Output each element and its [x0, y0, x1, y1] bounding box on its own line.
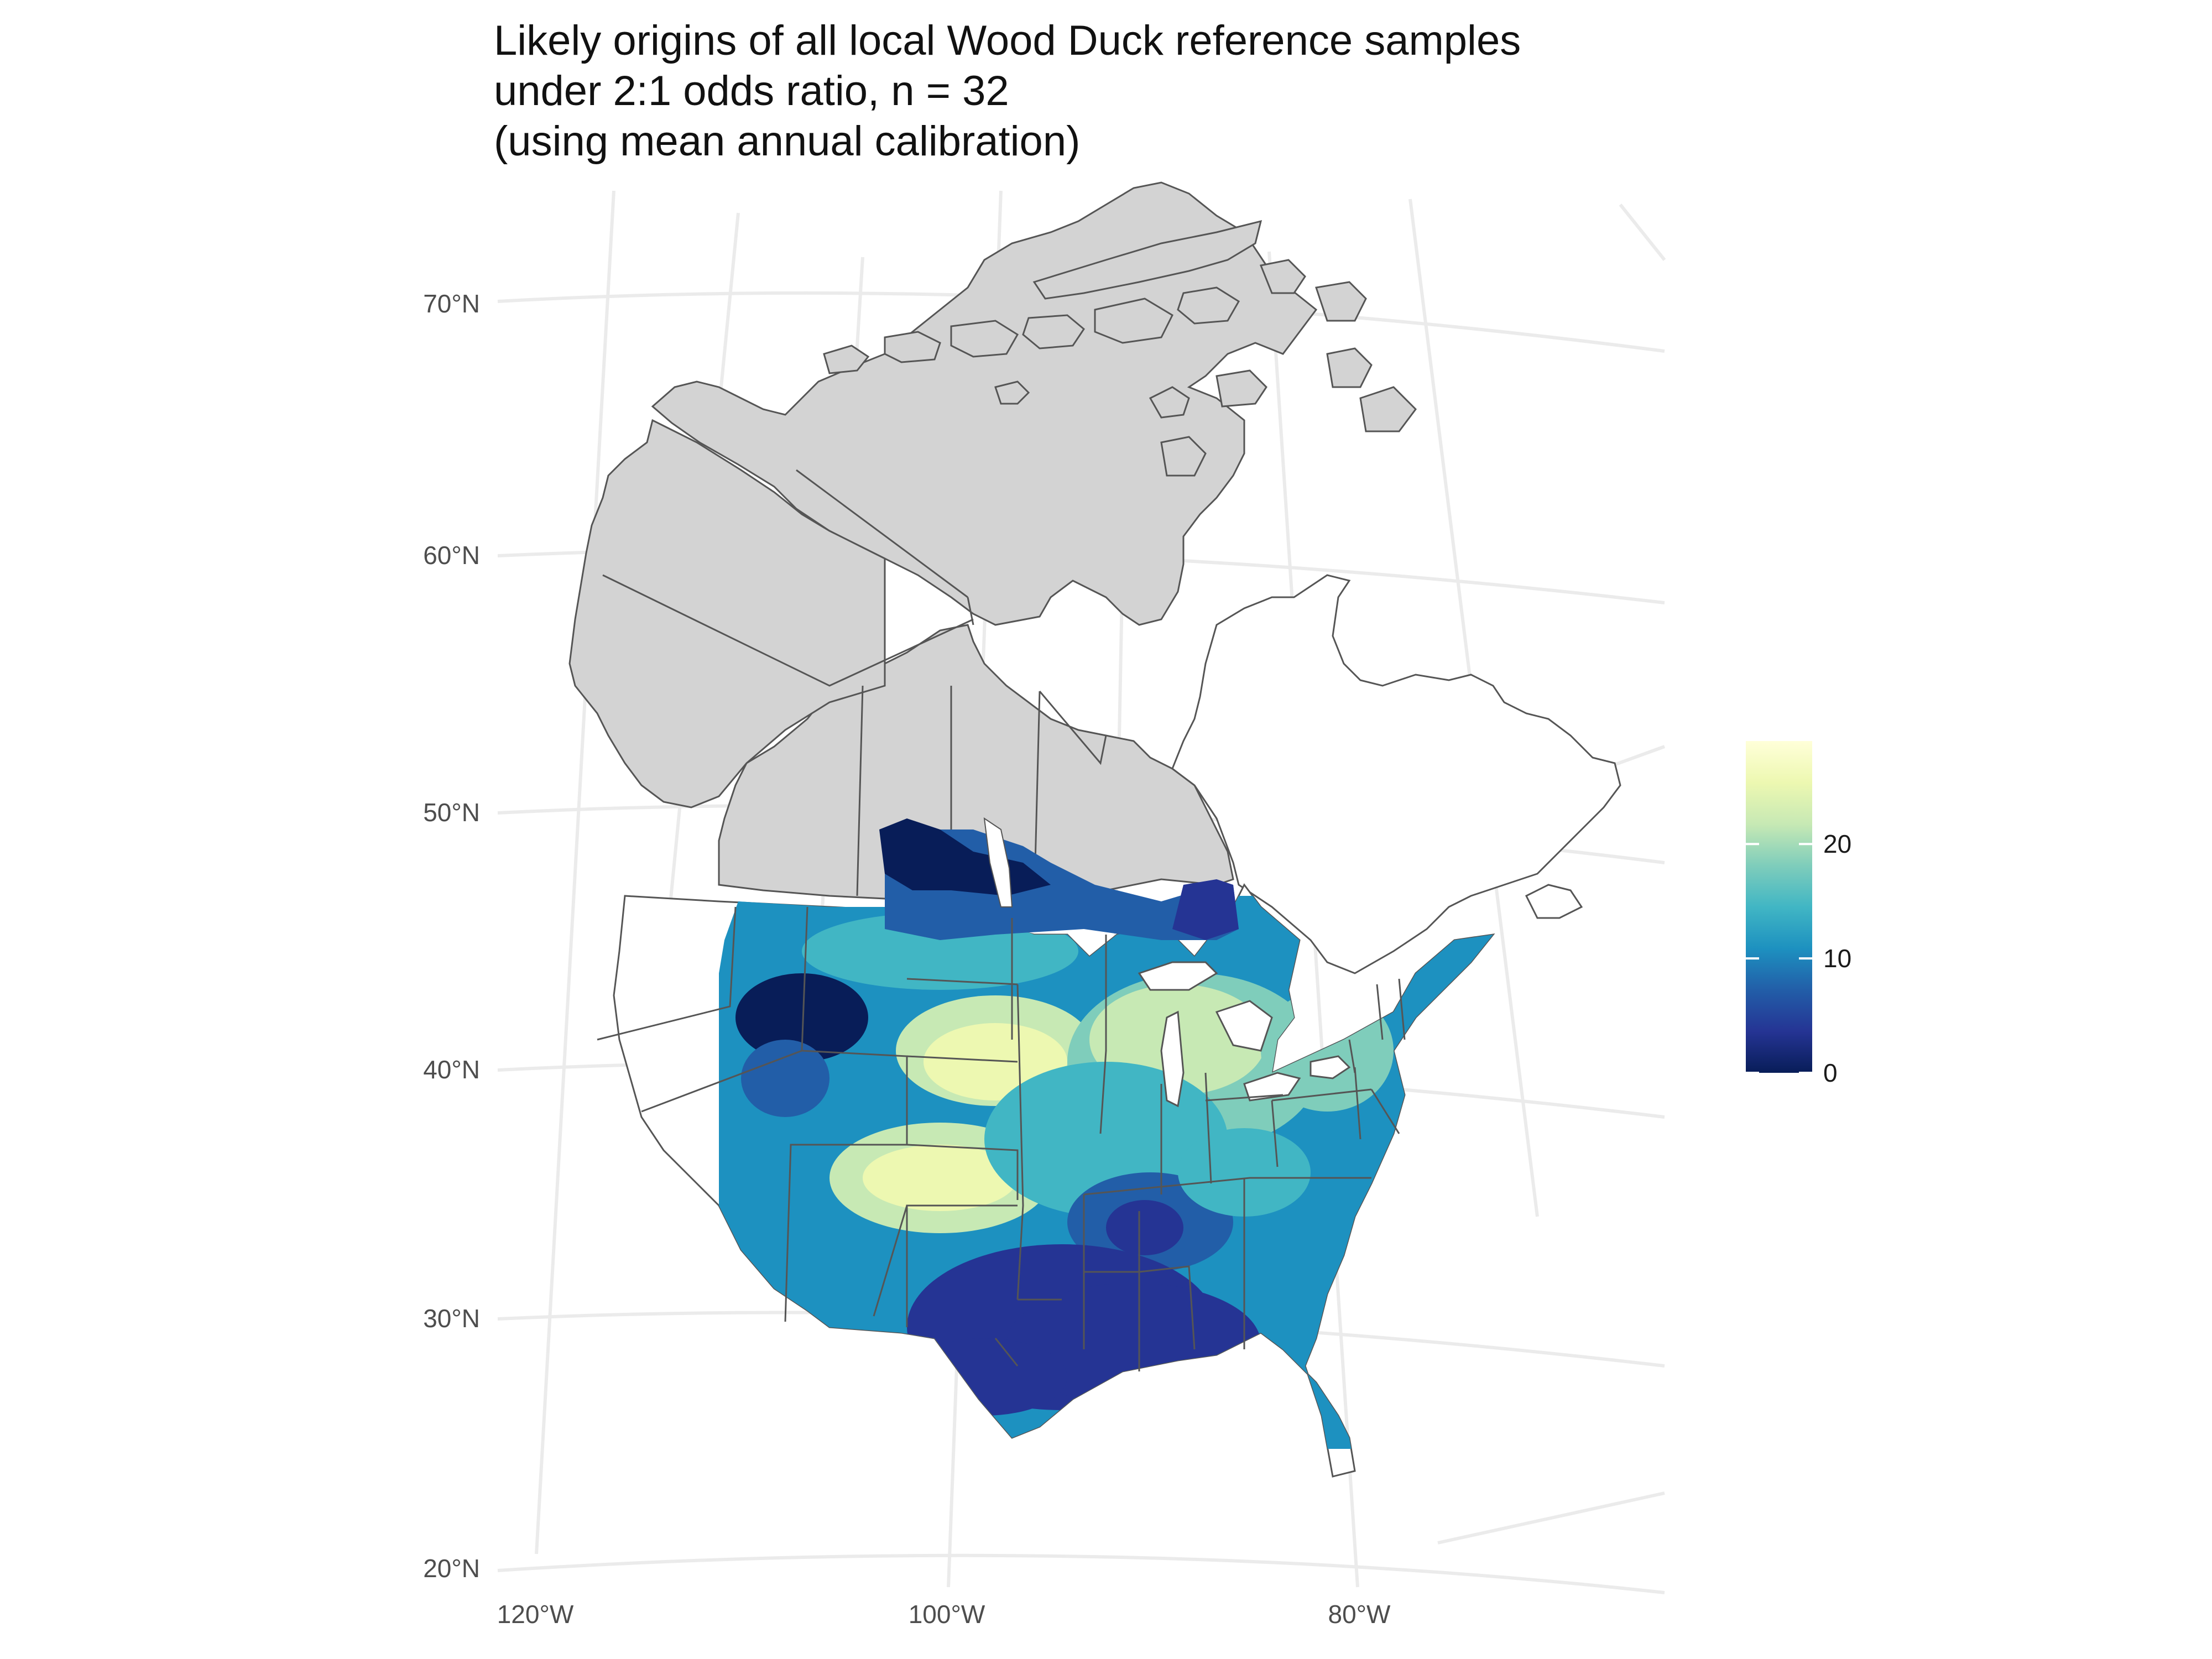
title-line-2: under 2:1 odds ratio, n = 32 [494, 67, 1009, 114]
us-state-borders [597, 906, 1406, 1371]
latitude-labels: 70°N 60°N 50°N 40°N 30°N 20°N [423, 289, 480, 1583]
origin-heatmap [719, 896, 1493, 1449]
lat-label-50: 50°N [423, 798, 480, 827]
legend-colorbar [1746, 741, 1812, 1073]
canada-land [568, 181, 1417, 902]
title-line-3: (using mean annual calibration) [494, 118, 1081, 165]
lat-label-40: 40°N [423, 1055, 480, 1084]
legend-tick-label: 10 [1823, 944, 1851, 973]
title-line-1: Likely origins of all local Wood Duck re… [494, 17, 1521, 64]
great-lakes [1138, 961, 1351, 1108]
lat-label-20: 20°N [423, 1554, 480, 1583]
longitude-labels: 120°W 100°W 80°W [497, 1600, 1391, 1629]
map-title: Likely origins of all local Wood Duck re… [494, 15, 1521, 166]
color-legend: 20 10 0 [1746, 741, 1851, 1087]
lat-label-60: 60°N [423, 541, 480, 570]
lon-label-80: 80°W [1328, 1600, 1391, 1629]
legend-tick-label: 0 [1823, 1058, 1838, 1087]
eastern-canada [1171, 574, 1621, 974]
canada-heatmap [879, 817, 1239, 940]
lon-label-100: 100°W [909, 1600, 985, 1629]
lon-label-120: 120°W [497, 1600, 574, 1629]
lat-label-30: 30°N [423, 1304, 480, 1333]
legend-ticks: 20 10 0 [1746, 830, 1851, 1087]
legend-tick-label: 20 [1823, 830, 1851, 858]
lat-label-70: 70°N [423, 289, 480, 318]
